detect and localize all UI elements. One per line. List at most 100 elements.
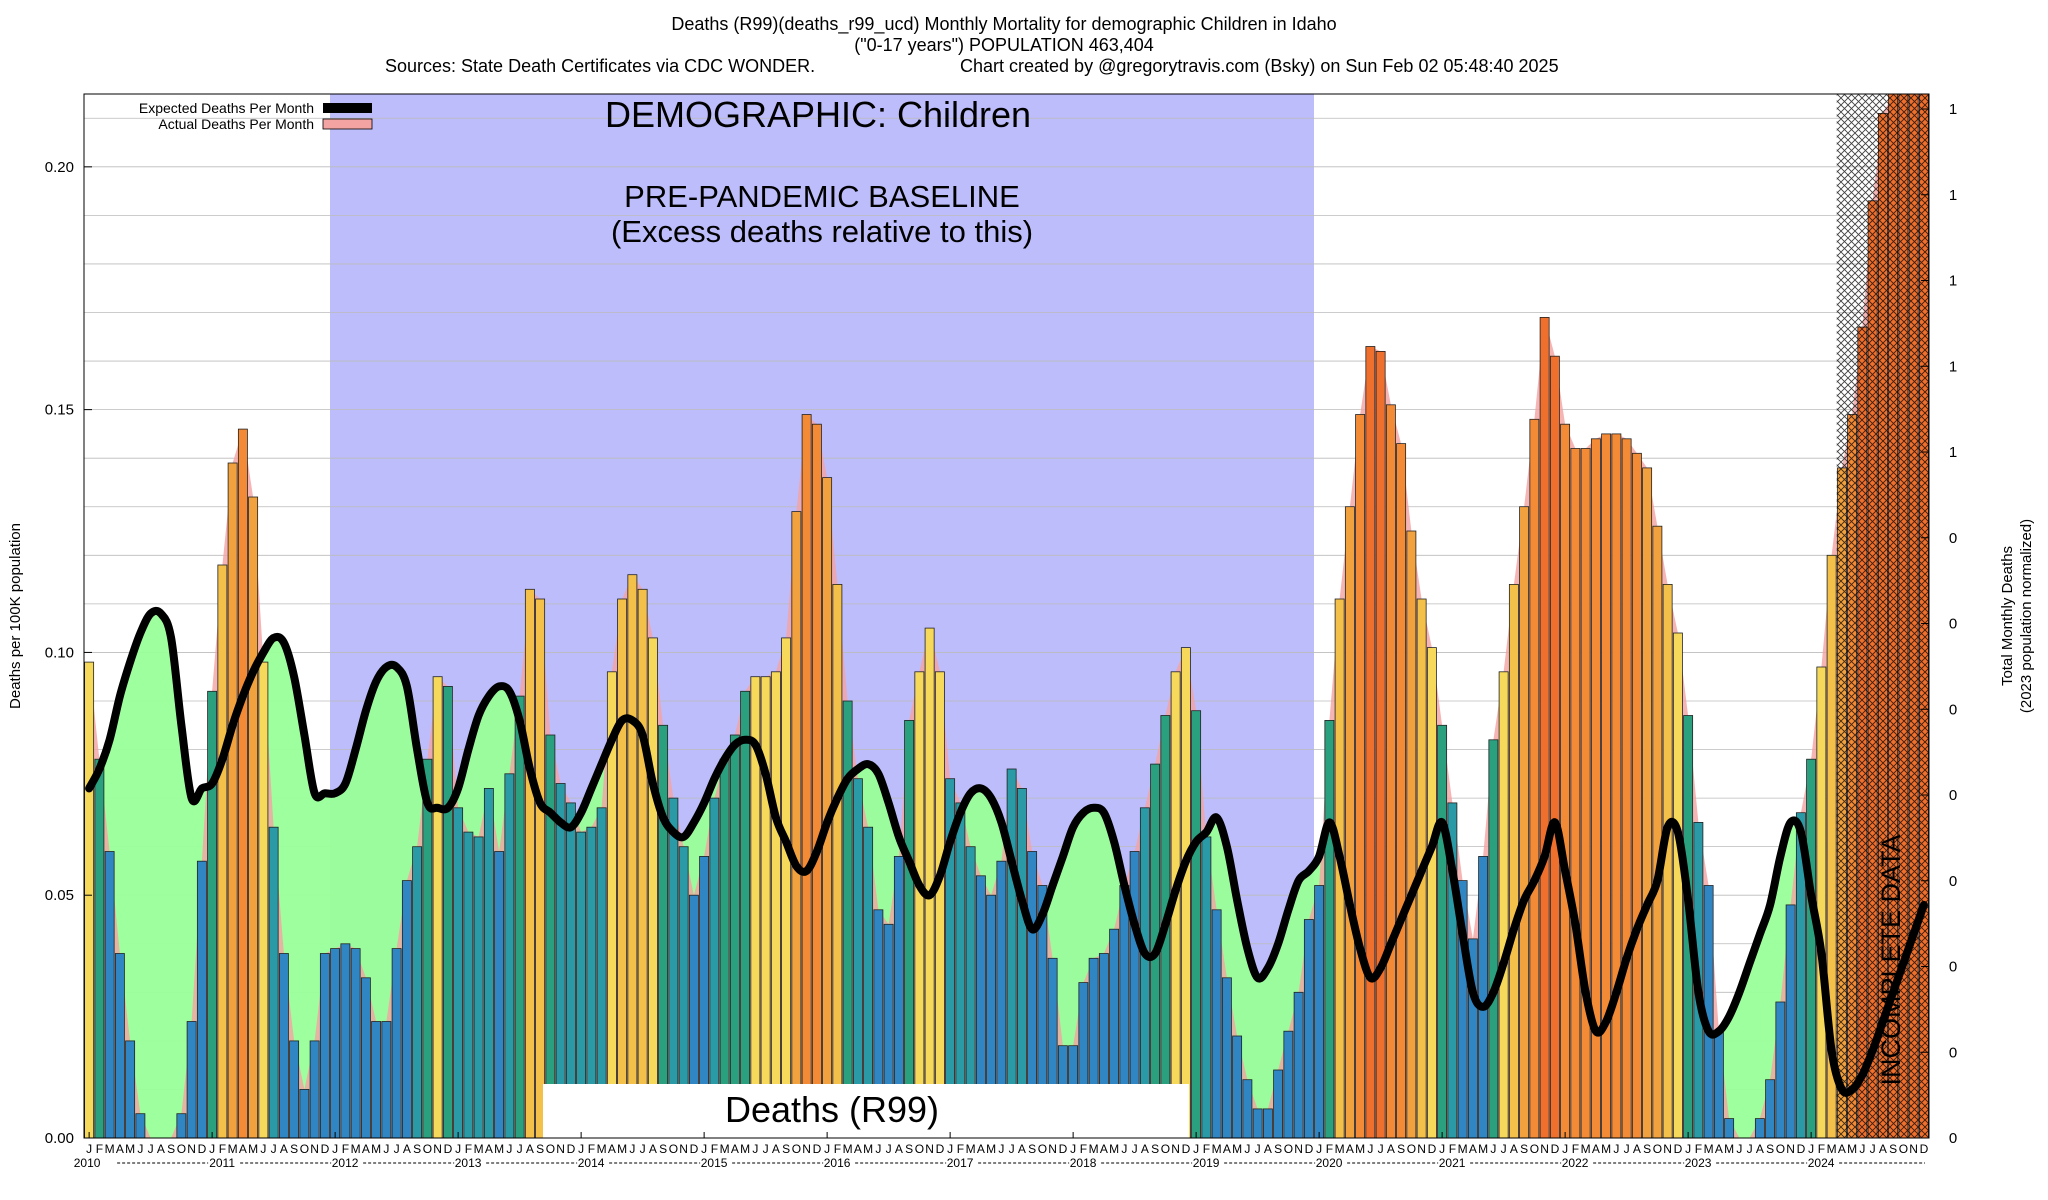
x-year-label: 2018 (1070, 1156, 1097, 1170)
x-month-label: A (772, 1142, 780, 1156)
bar (1273, 1069, 1284, 1138)
x-month-label: N (802, 1142, 811, 1156)
bar (863, 826, 874, 1138)
expected-deaths-line (85, 606, 1928, 1097)
y2-tick-label: 1 (1949, 187, 1957, 204)
x-month-label: A (1141, 1142, 1149, 1156)
bar (524, 588, 535, 1138)
y2-tick-label: 0 (1949, 1044, 1957, 1061)
x-month-label: N (1048, 1142, 1057, 1156)
bar (1139, 807, 1150, 1138)
bar (688, 894, 699, 1138)
bar (1765, 1079, 1776, 1138)
bar (801, 414, 812, 1138)
bar (945, 778, 956, 1138)
x-month-label: O (1038, 1142, 1047, 1156)
bar (658, 724, 669, 1138)
x-month-label: A (239, 1142, 247, 1156)
bar (1498, 671, 1509, 1138)
x-month-label: J (1367, 1142, 1373, 1156)
x-month-label: N (1294, 1142, 1303, 1156)
chart-title-block: Deaths (R99)(deaths_r99_ucd) Monthly Mor… (385, 14, 1559, 76)
bar (975, 875, 986, 1138)
chart-sources: Sources: State Death Certificates via CD… (385, 56, 815, 76)
bar (94, 758, 105, 1138)
x-month-label: J (260, 1142, 266, 1156)
x-year-label: 2014 (578, 1156, 605, 1170)
x-month-label: M (1089, 1142, 1099, 1156)
x-month-label: N (1171, 1142, 1180, 1156)
bar (647, 637, 658, 1138)
bar (1724, 1118, 1735, 1138)
x-month-label: J (271, 1142, 277, 1156)
x-month-label: O (669, 1142, 678, 1156)
x-month-label: A (1346, 1142, 1354, 1156)
x-month-label: D (1182, 1142, 1191, 1156)
x-month-label: D (1920, 1142, 1929, 1156)
bar (934, 671, 945, 1138)
bar (1488, 739, 1499, 1138)
x-month-label: M (1109, 1142, 1119, 1156)
x-month-label: J (209, 1142, 215, 1156)
x-month-label: N (1663, 1142, 1672, 1156)
x-month-label: S (290, 1142, 298, 1156)
x-month-label: M (105, 1142, 115, 1156)
x-month-label: A (1264, 1142, 1272, 1156)
bar (627, 574, 638, 1138)
y2-tick-label: 0 (1949, 616, 1957, 633)
x-month-label: D (198, 1142, 207, 1156)
x-month-label: J (998, 1142, 1004, 1156)
x-year-label: 2017 (947, 1156, 974, 1170)
legend-label-expected: Expected Deaths Per Month (139, 100, 314, 116)
x-month-label: N (1909, 1142, 1918, 1156)
x-month-label: J (886, 1142, 892, 1156)
x-month-label: N (925, 1142, 934, 1156)
x-month-label: J (1747, 1142, 1753, 1156)
y2-axis-label-line-2: (2023 population normalized) (2018, 519, 2035, 713)
x-month-label: J (137, 1142, 143, 1156)
bar (1437, 724, 1448, 1138)
x-month-label: J (1132, 1142, 1138, 1156)
bar (1426, 647, 1437, 1138)
x-month-label: M (720, 1142, 730, 1156)
bar (473, 836, 484, 1138)
x-month-label: J (640, 1142, 646, 1156)
bar (268, 826, 279, 1138)
x-month-label: O (1407, 1142, 1416, 1156)
incomplete-data-hatch (1836, 94, 1929, 1138)
x-month-label: M (617, 1142, 627, 1156)
x-month-label: J (1736, 1142, 1742, 1156)
bar (1713, 1030, 1724, 1138)
legend: Expected Deaths Per Month Actual Deaths … (139, 100, 373, 132)
bar (84, 661, 95, 1138)
x-month-label: M (1581, 1142, 1591, 1156)
x-month-label: J (1808, 1142, 1814, 1156)
bar (699, 856, 710, 1138)
x-month-label: S (536, 1142, 544, 1156)
bar (196, 860, 207, 1138)
bar (371, 1021, 382, 1138)
x-month-label: O (1776, 1142, 1785, 1156)
x-month-label: J (763, 1142, 769, 1156)
x-month-label: A (1756, 1142, 1764, 1156)
x-month-label: D (1428, 1142, 1437, 1156)
bar (955, 802, 966, 1138)
bar (248, 496, 259, 1138)
x-month-label: N (433, 1142, 442, 1156)
x-month-label: M (1232, 1142, 1242, 1156)
bar (986, 894, 997, 1138)
x-month-label: M (843, 1142, 853, 1156)
x-month-label: M (1212, 1142, 1222, 1156)
legend-label-actual: Actual Deaths Per Month (158, 116, 314, 132)
bar (1816, 666, 1827, 1138)
bar (309, 1040, 320, 1138)
bar (1098, 953, 1109, 1138)
x-month-label: M (1827, 1142, 1837, 1156)
x-month-label: J (1870, 1142, 1876, 1156)
x-month-label: N (556, 1142, 565, 1156)
x-month-label: J (1439, 1142, 1445, 1156)
x-month-label: A (731, 1142, 739, 1156)
bar (258, 661, 269, 1138)
bar (1775, 1001, 1786, 1138)
